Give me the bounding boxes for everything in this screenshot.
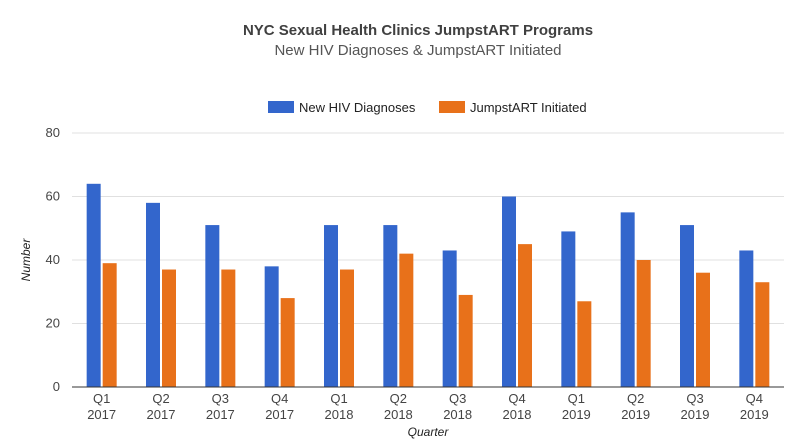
bar-new-hiv-diagnoses-q1-2018 bbox=[324, 225, 338, 387]
x-tick-label-year: 2018 bbox=[325, 407, 354, 422]
x-tick-label-year: 2018 bbox=[443, 407, 472, 422]
bar-jumpstart-initiated-q2-2018 bbox=[399, 253, 414, 387]
x-tick-label-quarter: Q2 bbox=[627, 391, 644, 406]
x-tick-label-year: 2018 bbox=[384, 407, 413, 422]
bar-new-hiv-diagnoses-q1-2017 bbox=[86, 183, 101, 387]
bar-new-hiv-diagnoses-q4-2018 bbox=[502, 196, 516, 387]
bar-jumpstart-initiated-q1-2017 bbox=[102, 263, 117, 387]
x-tick-label-quarter: Q1 bbox=[568, 391, 585, 406]
x-axis-ticks: Q12017Q22017Q32017Q42017Q12018Q22018Q320… bbox=[87, 391, 769, 422]
x-tick-label-quarter: Q2 bbox=[390, 391, 407, 406]
legend: New HIV Diagnoses JumpstART Initiated bbox=[268, 100, 587, 115]
bar-new-hiv-diagnoses-q2-2017 bbox=[146, 202, 160, 387]
chart-title: NYC Sexual Health Clinics JumpstART Prog… bbox=[243, 22, 593, 39]
bar-new-hiv-diagnoses-q2-2019 bbox=[620, 212, 635, 387]
bar-jumpstart-initiated-q4-2017 bbox=[280, 298, 295, 387]
x-tick-label-year: 2019 bbox=[740, 407, 769, 422]
x-axis-title: Quarter bbox=[408, 425, 450, 439]
x-tick-label-year: 2017 bbox=[147, 407, 176, 422]
y-tick-label: 0 bbox=[53, 379, 60, 394]
bar-new-hiv-diagnoses-q1-2019 bbox=[561, 231, 576, 387]
bar-jumpstart-initiated-q1-2018 bbox=[340, 269, 354, 387]
x-tick-label-quarter: Q3 bbox=[686, 391, 703, 406]
bar-jumpstart-initiated-q1-2019 bbox=[577, 301, 592, 387]
bar-new-hiv-diagnoses-q3-2019 bbox=[680, 225, 694, 387]
bar-jumpstart-initiated-q2-2019 bbox=[636, 260, 651, 387]
bars bbox=[86, 183, 770, 387]
legend-label-new-hiv-diagnoses: New HIV Diagnoses bbox=[299, 100, 416, 115]
bar-jumpstart-initiated-q3-2019 bbox=[696, 272, 710, 387]
x-tick-label-quarter: Q4 bbox=[271, 391, 288, 406]
x-tick-label-quarter: Q3 bbox=[212, 391, 229, 406]
bar-new-hiv-diagnoses-q2-2018 bbox=[383, 225, 398, 387]
y-tick-label: 80 bbox=[46, 125, 60, 140]
x-tick-label-year: 2018 bbox=[503, 407, 532, 422]
bar-new-hiv-diagnoses-q4-2019 bbox=[739, 250, 754, 387]
chart-subtitle: New HIV Diagnoses & JumpstART Initiated bbox=[274, 42, 561, 59]
x-tick-label-year: 2017 bbox=[265, 407, 294, 422]
bar-jumpstart-initiated-q4-2019 bbox=[755, 282, 770, 387]
y-tick-label: 60 bbox=[46, 189, 60, 204]
x-tick-label-quarter: Q3 bbox=[449, 391, 466, 406]
gridlines bbox=[72, 132, 784, 324]
bar-jumpstart-initiated-q3-2018 bbox=[458, 294, 473, 387]
bar-jumpstart-initiated-q2-2017 bbox=[162, 269, 176, 387]
bar-new-hiv-diagnoses-q3-2018 bbox=[442, 250, 457, 387]
x-tick-label-year: 2019 bbox=[681, 407, 710, 422]
legend-swatch-new-hiv-diagnoses bbox=[268, 101, 294, 113]
x-tick-label-year: 2017 bbox=[206, 407, 235, 422]
y-axis-title: Number bbox=[19, 238, 33, 282]
x-tick-label-quarter: Q4 bbox=[508, 391, 525, 406]
x-tick-label-year: 2017 bbox=[87, 407, 116, 422]
x-tick-label-quarter: Q1 bbox=[330, 391, 347, 406]
x-tick-label-year: 2019 bbox=[621, 407, 650, 422]
legend-swatch-jumpstart-initiated bbox=[439, 101, 465, 113]
x-tick-label-quarter: Q1 bbox=[93, 391, 110, 406]
bar-jumpstart-initiated-q3-2017 bbox=[221, 269, 236, 387]
x-tick-label-quarter: Q4 bbox=[746, 391, 763, 406]
x-tick-label-quarter: Q2 bbox=[152, 391, 169, 406]
legend-label-jumpstart-initiated: JumpstART Initiated bbox=[470, 100, 587, 115]
y-tick-label: 20 bbox=[46, 316, 60, 331]
bar-jumpstart-initiated-q4-2018 bbox=[518, 244, 532, 387]
bar-new-hiv-diagnoses-q3-2017 bbox=[205, 225, 220, 387]
y-tick-label: 40 bbox=[46, 252, 60, 267]
bar-new-hiv-diagnoses-q4-2017 bbox=[264, 266, 279, 387]
x-tick-label-year: 2019 bbox=[562, 407, 591, 422]
y-axis-ticks: 0 20 40 60 80 bbox=[46, 125, 60, 394]
